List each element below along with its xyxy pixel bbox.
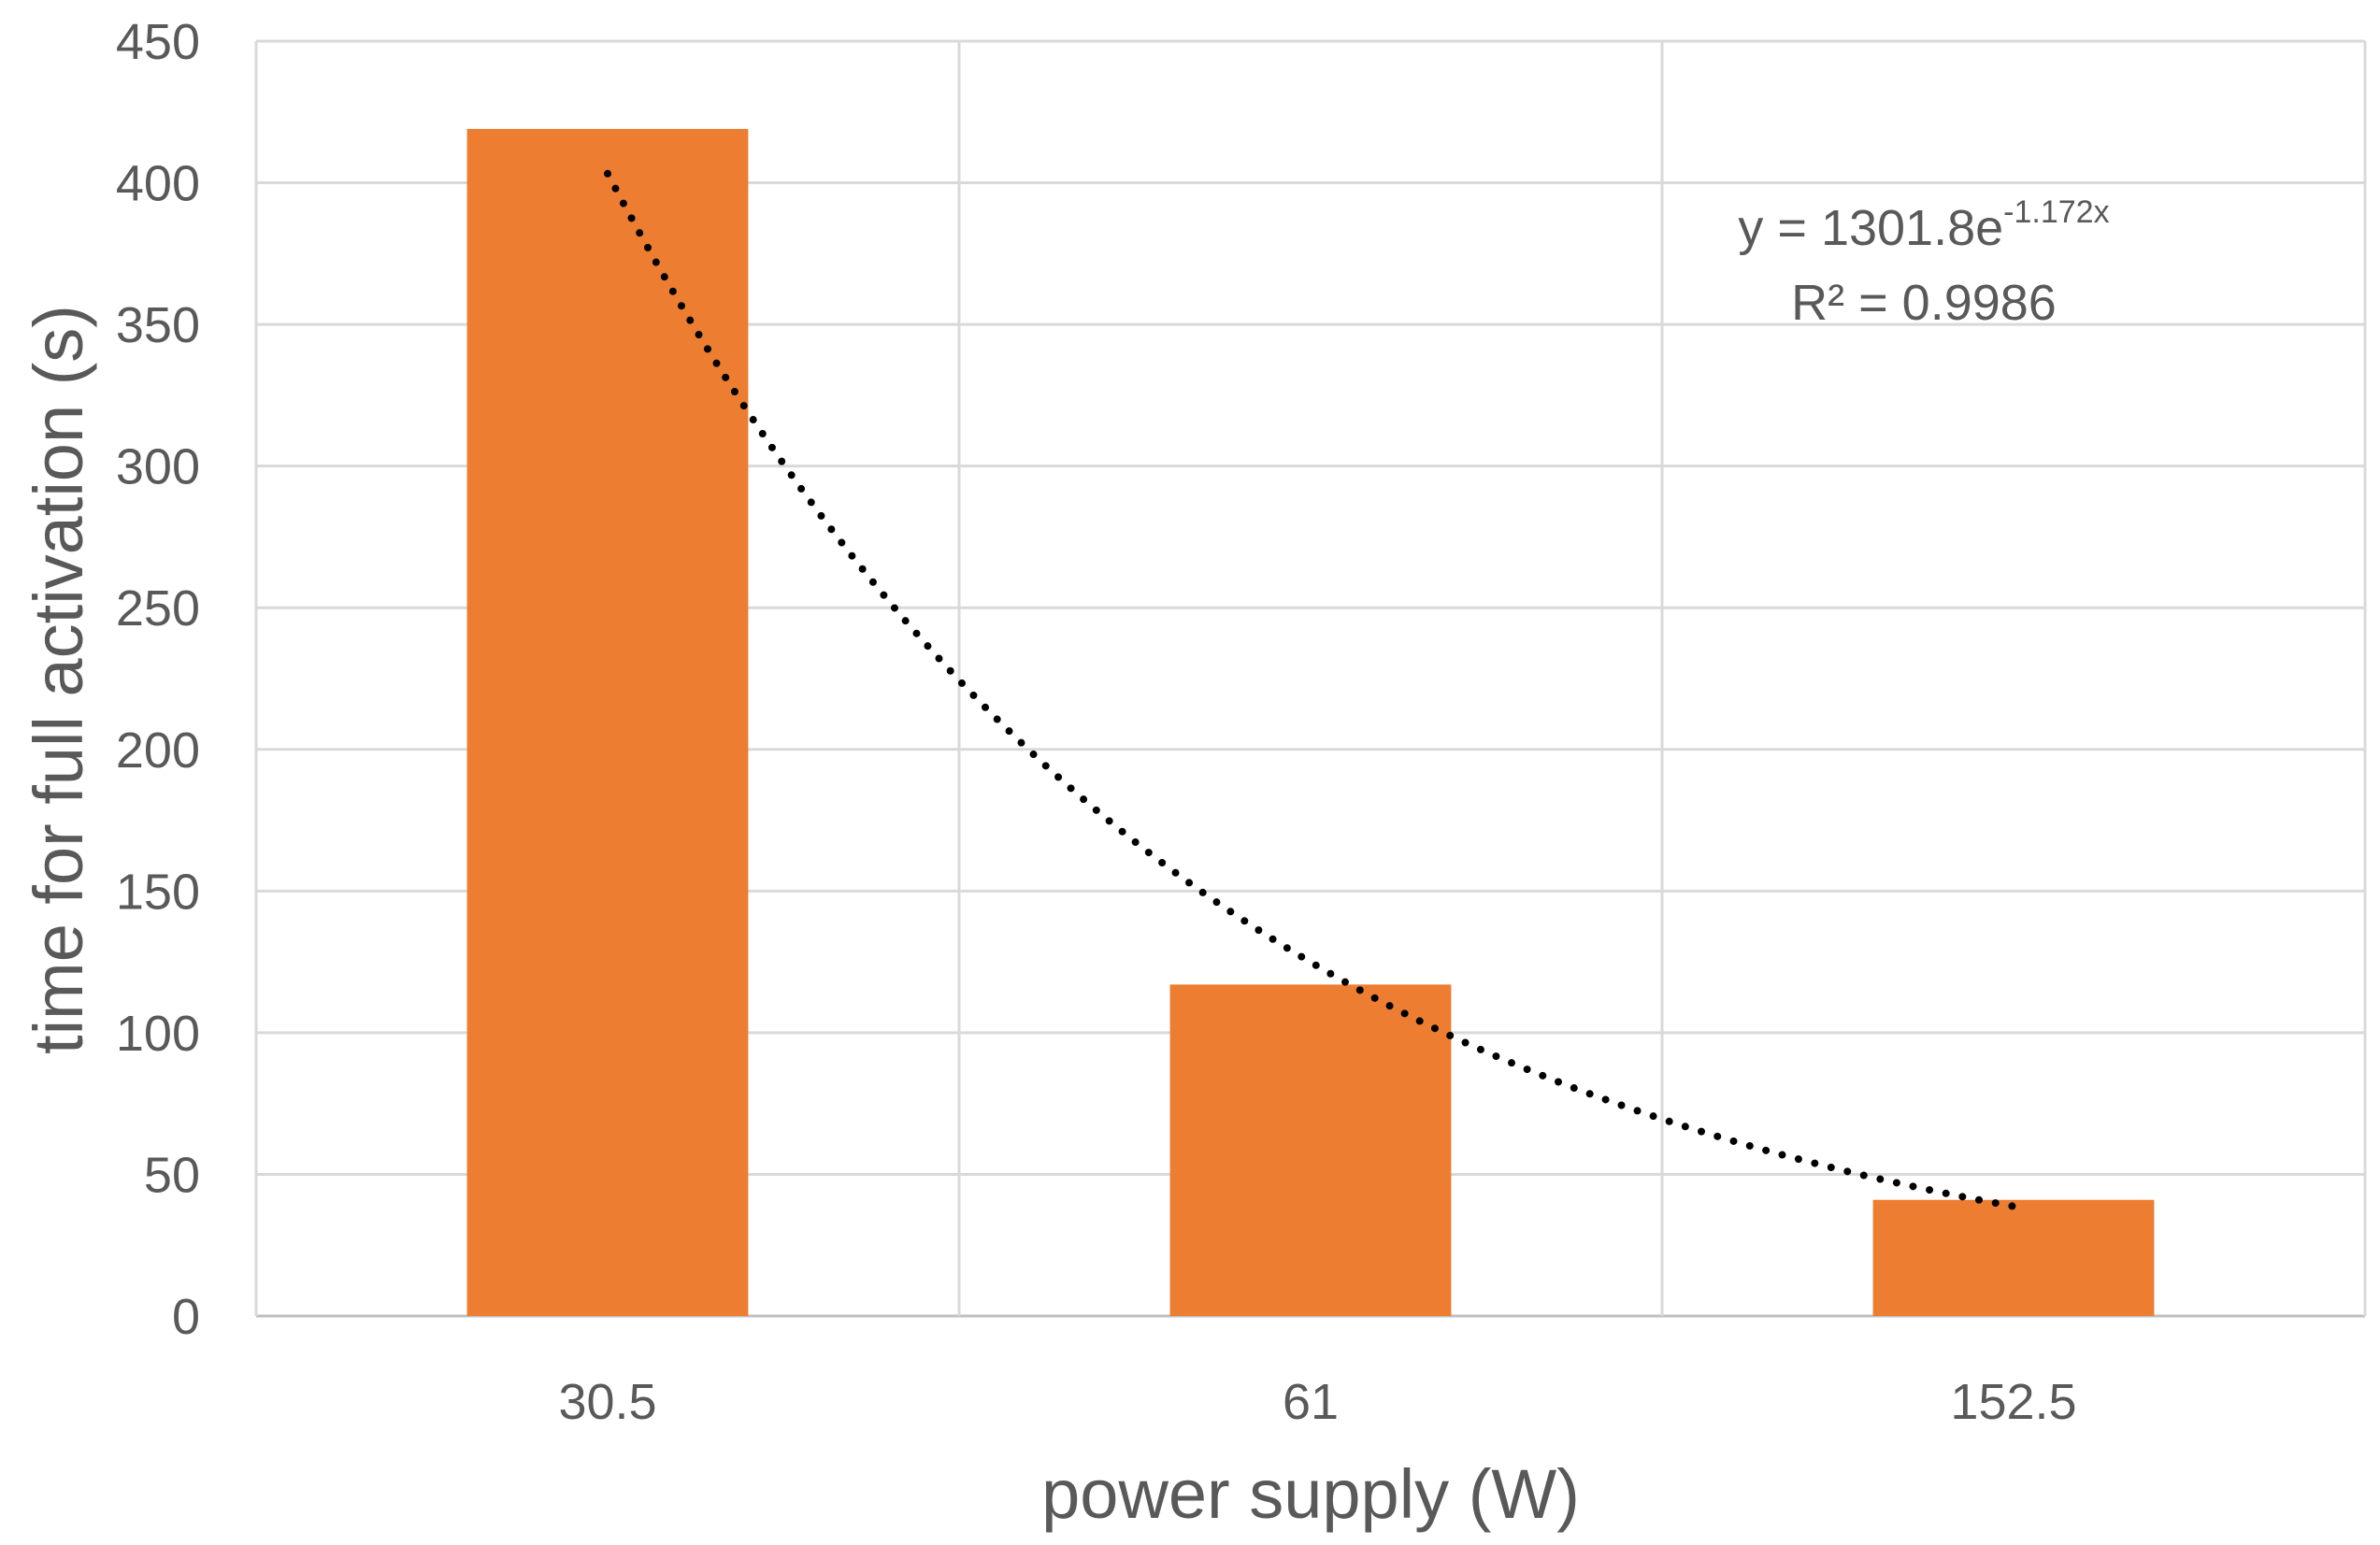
y-tick-label: 150: [116, 864, 200, 920]
y-tick-label: 300: [116, 439, 200, 495]
y-tick-label: 200: [116, 722, 200, 779]
y-tick-label: 450: [116, 14, 200, 70]
x-axis-ticks: 30.5 61 152.5: [558, 1374, 2076, 1430]
y-axis-ticks: 0 50 100 150 200 250 300 350 400 450: [116, 14, 200, 1345]
trendline-equation: y = 1301.8e-1.172x: [1738, 194, 2109, 256]
y-axis-title: time for full activation (s): [20, 305, 97, 1054]
equation-exponent: -1.172x: [2003, 194, 2109, 230]
y-tick-label: 50: [144, 1147, 200, 1203]
x-tick-label: 152.5: [1950, 1374, 2076, 1430]
y-tick-label: 100: [116, 1006, 200, 1062]
trendline: [604, 169, 2017, 1210]
bar: [466, 128, 749, 1316]
y-tick-label: 250: [116, 580, 200, 637]
bar: [1169, 984, 1452, 1316]
y-tick-label: 0: [172, 1289, 200, 1345]
y-tick-label: 400: [116, 156, 200, 212]
bars: [466, 128, 2155, 1316]
equation-prefix: y = 1301.8e: [1738, 200, 2003, 256]
x-tick-label: 61: [1283, 1374, 1339, 1430]
x-tick-label: 30.5: [558, 1374, 656, 1430]
y-tick-label: 350: [116, 297, 200, 353]
trendline-r-squared: R² = 0.9986: [1791, 275, 2057, 331]
bar: [1872, 1199, 2155, 1316]
x-axis-title: power supply (W): [1041, 1455, 1580, 1533]
